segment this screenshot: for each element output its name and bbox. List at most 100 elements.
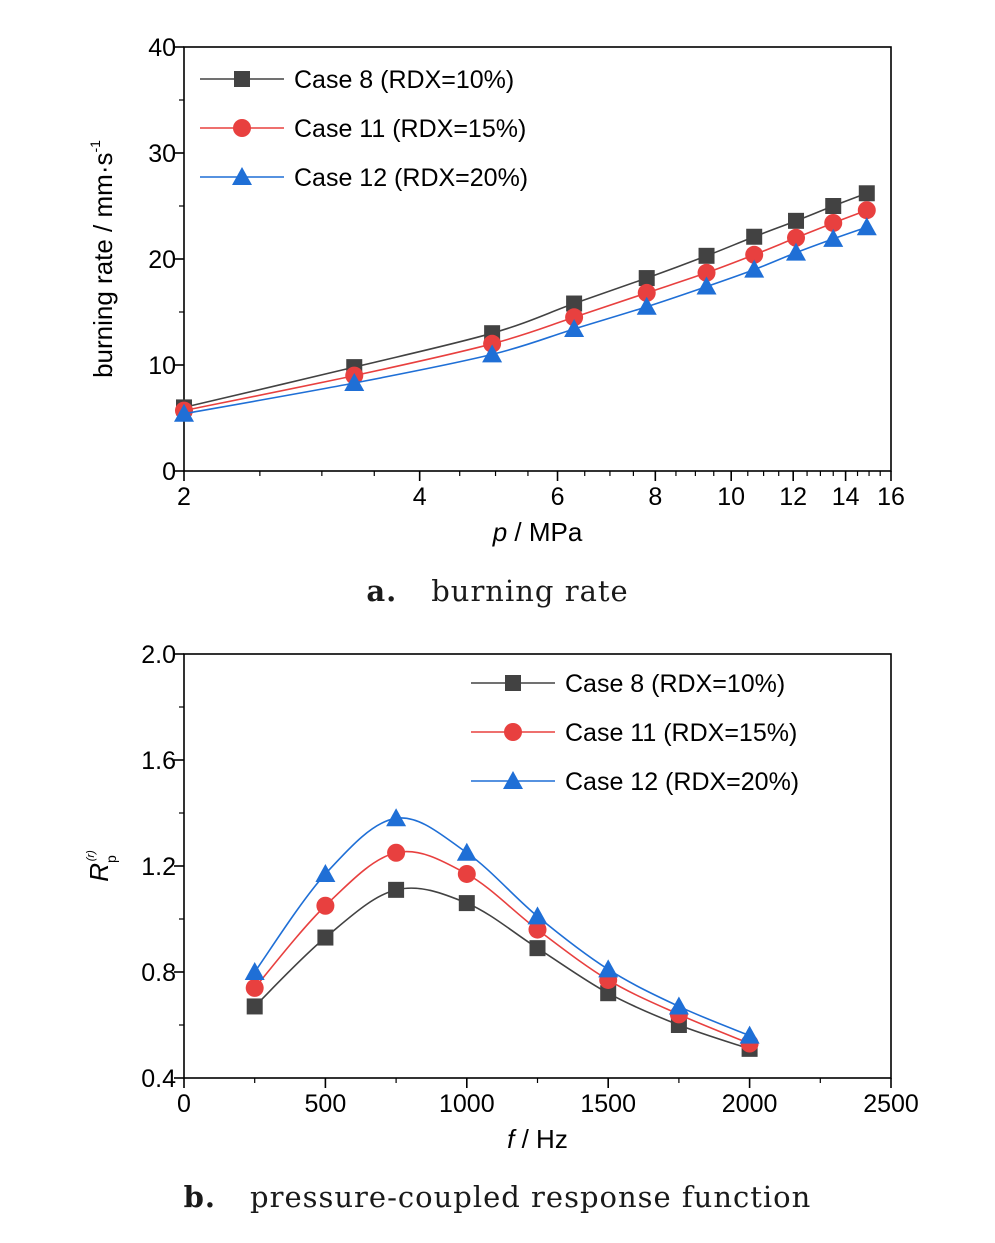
data-point [637, 283, 656, 302]
data-point [565, 308, 584, 327]
x-tick-label: 500 [305, 1090, 347, 1118]
y-tick-label: 30 [148, 140, 176, 168]
data-point [697, 263, 716, 282]
data-point [744, 259, 765, 278]
legend-entry: Case 12 (RDX=20%) [565, 768, 799, 796]
data-point [387, 843, 406, 862]
legend-entry: Case 12 (RDX=20%) [294, 164, 528, 192]
x-axis-label-unit: / Hz [514, 1124, 567, 1154]
data-point [316, 896, 335, 915]
legend-entry: Case 8 (RDX=10%) [565, 670, 785, 698]
x-tick-label: 0 [177, 1090, 191, 1118]
x-tick-label: 1500 [580, 1090, 636, 1118]
series-2 [244, 808, 760, 1044]
x-axis-label-unit: / MPa [507, 517, 583, 547]
caption-b-letter: b. [183, 1180, 217, 1214]
y-axis-label-text: burning rate / mm·s [88, 153, 118, 378]
series-1 [175, 201, 876, 420]
y-tick-label: 2.0 [141, 641, 176, 669]
x-axis-label: p / MPa [492, 517, 583, 547]
x-axis-label-symbol: f [507, 1124, 517, 1154]
legend-entry: Case 11 (RDX=15%) [565, 719, 797, 747]
legend-marker [503, 771, 523, 789]
series-2 [174, 217, 877, 422]
series-line [183, 209, 868, 412]
data-point [824, 213, 843, 232]
data-point [244, 962, 265, 980]
data-point [787, 228, 806, 247]
caption-b: b. pressure-coupled response function [0, 1180, 995, 1214]
caption-a-letter: a. [366, 574, 398, 608]
x-tick-label: 10 [717, 483, 745, 511]
data-point [745, 245, 764, 264]
y-tick-label: 0.4 [141, 1065, 176, 1093]
x-tick-label: 8 [648, 483, 662, 511]
data-point [668, 996, 689, 1015]
data-point [856, 217, 877, 236]
x-tick-label: 16 [877, 483, 905, 511]
legend-marker [233, 119, 251, 137]
plot-frame [183, 46, 892, 472]
series-line [183, 192, 868, 409]
legend: Case 8 (RDX=10%) Case 11 (RDX=15%) Case 12… [200, 66, 528, 192]
x-tick-label: 4 [413, 483, 427, 511]
y-axis-label-sup: (r) [85, 850, 97, 861]
chart-0: 2 4 6 8 10 12 14 16 0 10 20 30 40 p / MPa burning rate… [87, 34, 905, 547]
data-point [566, 295, 583, 312]
data-point [739, 1025, 760, 1044]
y-axis-label: burning rate / mm·s-1 [87, 140, 118, 378]
y-tick-label: 0 [162, 458, 176, 486]
data-point [174, 403, 194, 422]
y-tick-label: 1.6 [141, 747, 176, 775]
x-tick-label: 12 [779, 483, 807, 511]
data-point [857, 201, 876, 220]
data-point [529, 940, 546, 957]
data-point [317, 929, 334, 946]
data-point [600, 985, 617, 1002]
data-point [246, 998, 263, 1015]
caption-a-text: burning rate [431, 574, 629, 608]
data-point [482, 344, 503, 363]
legend-marker [505, 675, 521, 691]
x-axis-label: f / Hz [507, 1124, 568, 1154]
data-point [388, 881, 405, 898]
chart-1: 0 500 1000 1500 2000 2500 0.4 0.8 1.2 1.6 2.0 f / H… [84, 641, 919, 1154]
data-point [786, 242, 807, 261]
data-point [746, 228, 763, 245]
caption-a: a. burning rate [0, 574, 995, 608]
data-point [456, 842, 477, 861]
x-tick-label: 2 [177, 483, 191, 511]
data-point [457, 864, 476, 883]
legend-entry: Case 11 (RDX=15%) [294, 115, 526, 143]
data-point [528, 920, 547, 939]
data-point [698, 247, 715, 264]
data-point [823, 228, 844, 247]
data-point [825, 198, 842, 214]
data-point [527, 906, 548, 925]
data-point [483, 334, 502, 353]
y-tick-label: 40 [148, 34, 176, 62]
y-tick-label: 10 [148, 352, 176, 380]
legend: Case 8 (RDX=10%) Case 11 (RDX=15%) Case 12… [471, 670, 799, 796]
x-tick-label: 2500 [863, 1090, 919, 1118]
y-axis-label: Rp (r) [84, 850, 119, 882]
data-point [564, 318, 585, 337]
x-axis-label-symbol: p [492, 517, 507, 547]
legend-marker [232, 167, 252, 185]
data-point [696, 276, 717, 295]
data-point [458, 895, 475, 912]
series-0 [246, 881, 758, 1057]
y-axis-label-sub: p [103, 855, 119, 863]
x-tick-label: 1000 [439, 1090, 495, 1118]
data-point [638, 270, 655, 287]
series-line [183, 226, 868, 415]
data-point [315, 863, 336, 882]
legend-entry: Case 8 (RDX=10%) [294, 66, 514, 94]
y-axis-label-symbol: R [84, 863, 114, 882]
x-tick-label: 14 [832, 483, 860, 511]
caption-b-text: pressure-coupled response function [250, 1180, 812, 1214]
series-0 [176, 185, 875, 416]
data-point [598, 959, 619, 978]
y-tick-label: 0.8 [141, 959, 176, 987]
